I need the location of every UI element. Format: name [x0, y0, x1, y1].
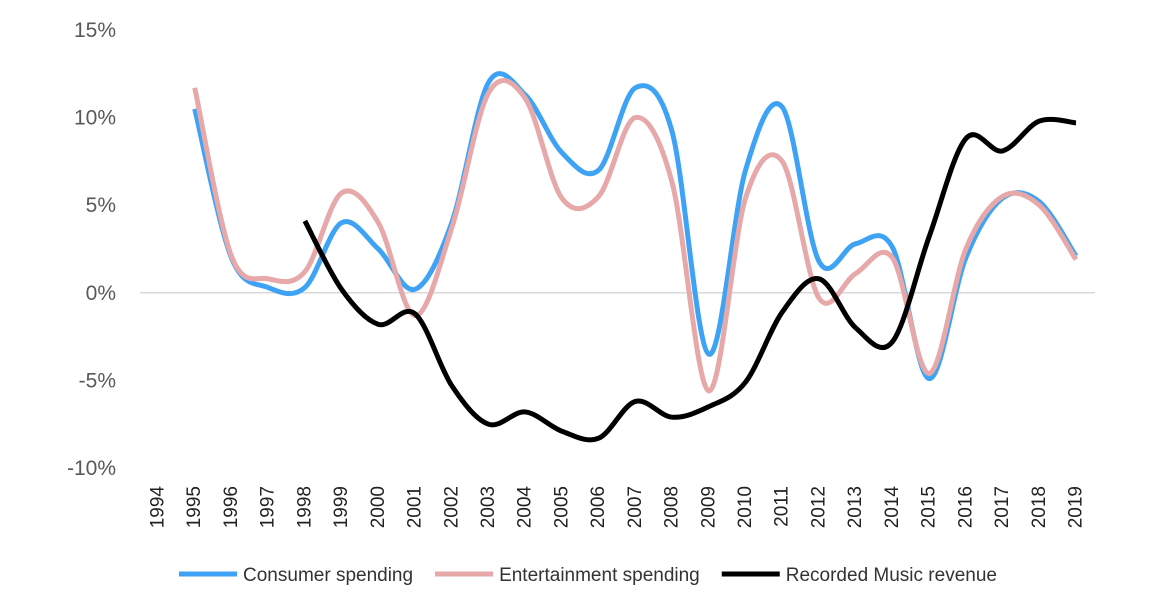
x-tick-label: 2007: [625, 486, 646, 528]
x-tick-label: 2000: [368, 486, 389, 528]
x-tick-label: 2018: [1029, 486, 1050, 528]
series-lines: [192, 71, 1079, 443]
y-tick-label: -10%: [67, 457, 116, 480]
x-tick-label: 2012: [808, 486, 829, 528]
x-tick-label: 1995: [184, 486, 205, 528]
x-tick-label: 1999: [331, 486, 352, 528]
x-tick-label: 2017: [992, 486, 1013, 528]
y-axis-tick-labels: 15% 10% 5% 0% -5% -10%: [67, 19, 116, 480]
x-tick-label: 2009: [698, 486, 719, 528]
legend: Consumer spending Entertainment spending R…: [179, 565, 997, 586]
y-tick-label: 5%: [86, 194, 116, 217]
x-tick-label: 2013: [845, 486, 866, 528]
x-tick-label: 1998: [294, 486, 315, 528]
y-tick-label: 10%: [74, 107, 116, 130]
legend-item: Consumer spending: [179, 565, 413, 586]
y-tick-label: 15%: [74, 19, 116, 42]
x-tick-label: 2016: [955, 486, 976, 528]
x-tick-label: 2004: [515, 486, 536, 529]
legend-label: Recorded Music revenue: [786, 565, 997, 586]
x-tick-label: 2015: [919, 486, 940, 528]
legend-label: Entertainment spending: [499, 565, 700, 586]
x-tick-label: 2008: [662, 486, 683, 528]
series-line-entertainment-spending: [192, 78, 1079, 394]
x-tick-label: 2001: [405, 486, 426, 528]
x-tick-label: 1994: [148, 486, 169, 529]
x-axis-tick-labels: 1994 1995 1996 1997 1998 1999 2000 2001 2002 2003…: [148, 486, 1087, 529]
y-tick-label: -5%: [79, 369, 116, 392]
x-tick-label: 2011: [772, 486, 793, 527]
legend-label: Consumer spending: [243, 565, 413, 586]
x-tick-label: 1996: [221, 486, 242, 528]
x-tick-label: 2019: [1066, 486, 1087, 528]
x-tick-label: 2003: [478, 486, 499, 528]
x-tick-label: 2002: [441, 486, 462, 528]
legend-item: Recorded Music revenue: [721, 565, 997, 586]
x-tick-label: 2014: [882, 486, 903, 529]
legend-item: Entertainment spending: [435, 565, 700, 586]
x-tick-label: 2006: [588, 486, 609, 528]
y-tick-label: 0%: [86, 282, 116, 305]
series-line-recorded-music-revenue: [302, 116, 1077, 443]
x-tick-label: 2005: [551, 486, 572, 528]
x-tick-label: 2010: [735, 486, 756, 528]
x-tick-label: 1997: [258, 486, 279, 528]
